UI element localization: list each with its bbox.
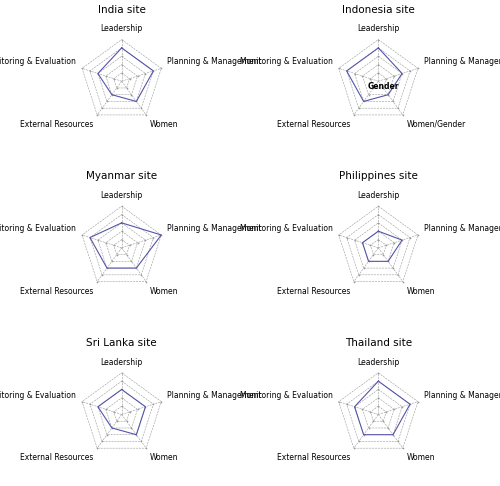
Text: Planning & Management: Planning & Management xyxy=(424,224,500,233)
Text: Women: Women xyxy=(150,120,178,129)
Text: Leadership: Leadership xyxy=(357,24,400,34)
Text: Planning & Management: Planning & Management xyxy=(167,57,262,67)
Text: Leadership: Leadership xyxy=(100,358,143,366)
Text: External Resources: External Resources xyxy=(277,287,350,295)
Text: Planning & Management: Planning & Management xyxy=(424,391,500,399)
Text: Planning & Management: Planning & Management xyxy=(424,57,500,67)
Text: External Resources: External Resources xyxy=(20,453,94,462)
Text: Monitoring & Evaluation: Monitoring & Evaluation xyxy=(0,224,76,233)
Text: Gender: Gender xyxy=(368,83,399,91)
Text: External Resources: External Resources xyxy=(277,120,350,129)
Title: Thailand site: Thailand site xyxy=(345,338,412,348)
Title: Philippines site: Philippines site xyxy=(339,171,418,181)
Text: Women: Women xyxy=(150,453,178,462)
Text: Monitoring & Evaluation: Monitoring & Evaluation xyxy=(240,57,333,67)
Text: Planning & Management: Planning & Management xyxy=(167,391,262,399)
Title: India site: India site xyxy=(98,4,146,15)
Text: External Resources: External Resources xyxy=(20,287,94,295)
Text: External Resources: External Resources xyxy=(277,453,350,462)
Title: Myanmar site: Myanmar site xyxy=(86,171,157,181)
Title: Sri Lanka site: Sri Lanka site xyxy=(86,338,157,348)
Title: Indonesia site: Indonesia site xyxy=(342,4,414,15)
Text: Leadership: Leadership xyxy=(100,24,143,34)
Text: Women: Women xyxy=(406,287,435,295)
Text: Monitoring & Evaluation: Monitoring & Evaluation xyxy=(240,391,333,399)
Text: Leadership: Leadership xyxy=(100,191,143,200)
Text: Women/Gender: Women/Gender xyxy=(406,120,466,129)
Text: Monitoring & Evaluation: Monitoring & Evaluation xyxy=(0,391,76,399)
Text: Women: Women xyxy=(150,287,178,295)
Text: Planning & Management: Planning & Management xyxy=(167,224,262,233)
Text: Leadership: Leadership xyxy=(357,191,400,200)
Text: Leadership: Leadership xyxy=(357,358,400,366)
Text: Monitoring & Evaluation: Monitoring & Evaluation xyxy=(240,224,333,233)
Text: Monitoring & Evaluation: Monitoring & Evaluation xyxy=(0,57,76,67)
Text: External Resources: External Resources xyxy=(20,120,94,129)
Text: Women: Women xyxy=(406,453,435,462)
